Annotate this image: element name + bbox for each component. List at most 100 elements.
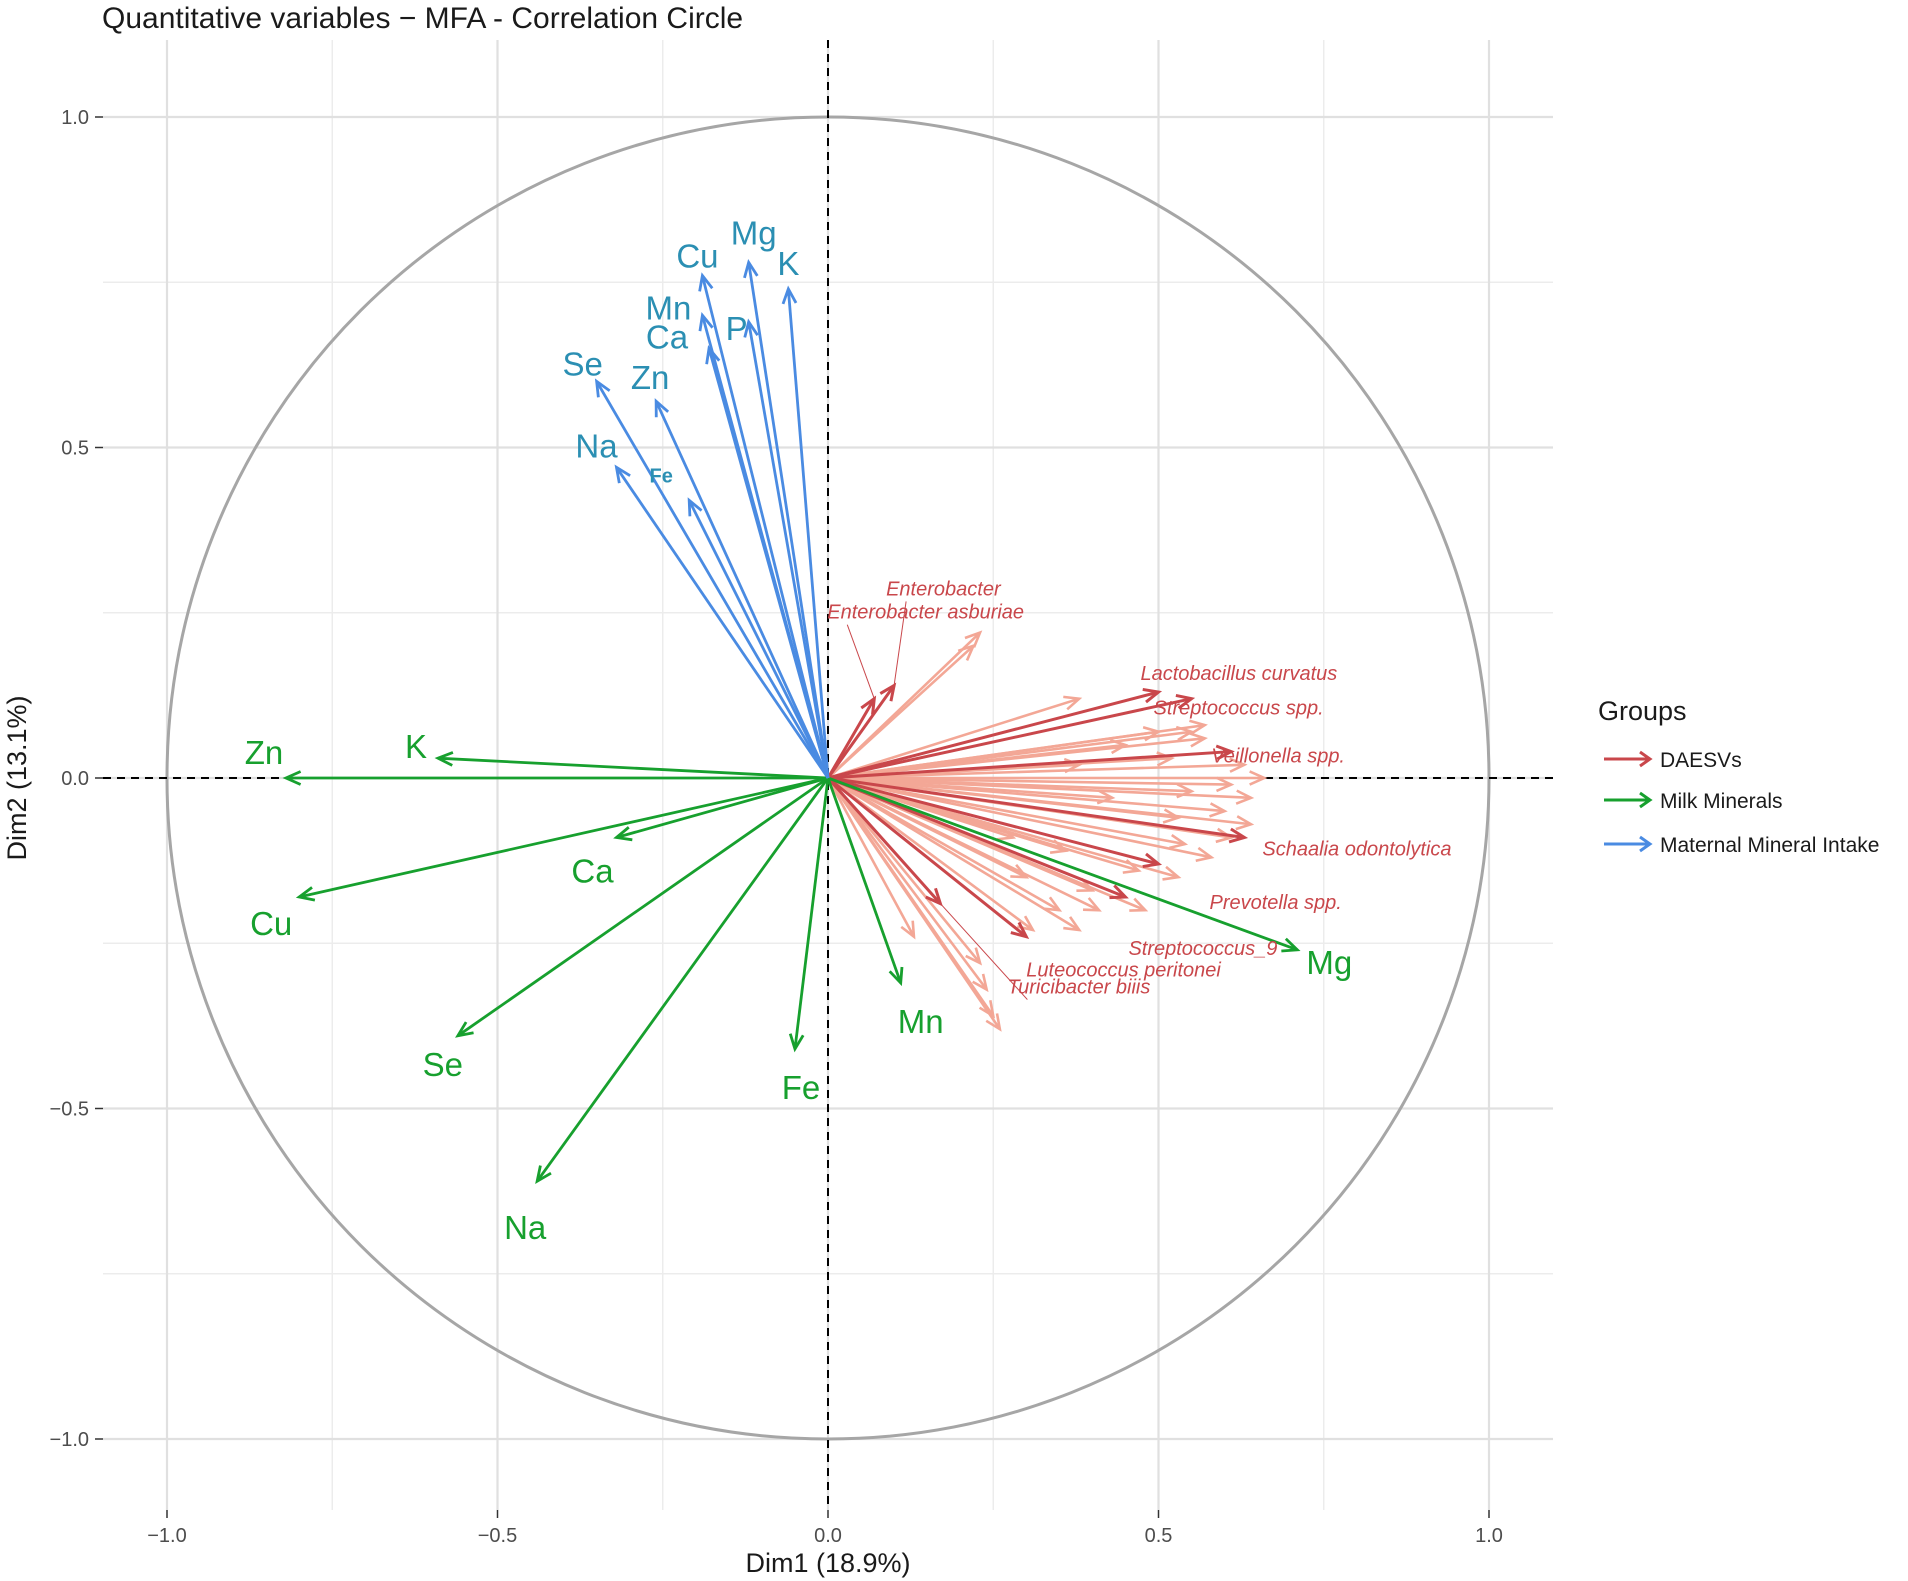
maternal-mineral-intake-arrow-p-shaft [747,321,830,779]
maternal-mineral-intake-label-p: P [726,310,748,347]
daesv-arrow-1 [827,630,983,779]
daesv-arrow-10-shaft [827,763,1245,780]
daesv-arrow-34 [826,777,983,966]
daesv-arrow-enterobacter-shaft [826,684,896,779]
daesv-arrow-8-head [1156,751,1175,767]
maternal-mineral-intake-arrow-na-shaft [615,466,830,779]
milk-minerals-arrow-fe [788,777,830,1053]
milk-minerals-label-ca: Ca [571,852,614,889]
y-tick-label-4: −1.0 [50,1429,89,1451]
maternal-mineral-intake-arrow-na [614,464,830,779]
daesv-arrow-23-shaft [827,776,1212,859]
daesv-arrow-schaalia-odontolytica-head [1228,827,1249,844]
milk-minerals-arrow-zn-head [282,770,302,786]
daesv-arrow-29-shaft [827,776,1100,912]
milk-minerals-arrow-cu-head [295,886,316,902]
daesv-arrow-7-shaft [827,743,1126,780]
maternal-mineral-intake-label-k: K [777,245,799,282]
daesv-arrow-33-head [900,920,916,940]
daesv-arrow-35-head [972,973,989,993]
daesvs-label-luteococcus-peritonei: Luteococcus peritonei [1026,960,1221,982]
milk-minerals-arrow-mg [827,776,1301,953]
daesv-arrow-streptococcus-spp-shaft [827,697,1192,780]
daesv-arrow-2-head [1063,695,1083,711]
daesv-arrow-4-head [1175,725,1195,742]
daesv-arrow-prevotella-spp-shaft [827,776,1159,866]
daesv-arrow-37-shaft [826,777,995,1017]
legend-entry-milk-minerals: Milk Minerals [1604,790,1783,813]
daesv-arrow-5-head [1189,732,1208,748]
daesv-arrow-12-shaft [827,776,1232,786]
milk-minerals-arrow-cu-shaft [298,776,829,899]
maternal-mineral-intake-arrow-mg-shaft [747,262,830,779]
daesv-arrow-25-head [1162,865,1182,881]
milk-minerals-arrow-mn-shaft [826,777,903,984]
leader-turicibacter-biiis [939,903,1028,1000]
maternal-mineral-intake-label-mn: Mn [645,289,691,326]
daesvs-label-lactobacillus-curvatus: Lactobacillus curvatus [1141,663,1338,685]
maternal-mineral-intake-arrow-k-head [781,285,798,305]
x-axis-ticks: −1.0 −0.5 0.0 0.5 1.0 [147,1510,1503,1547]
daesv-arrow-6-head [1142,726,1162,742]
daesv-arrow-luteococcus-peritonei-head [1010,921,1030,939]
daesv-arrow-2-shaft [827,697,1080,780]
y-axis-title: Dim2 (13.1%) [2,695,32,860]
daesv-arrow-16 [827,776,1228,818]
maternal-mineral-intake-arrow-fe-shaft [687,499,830,779]
milk-minerals-arrow-k-shaft [437,756,829,780]
daesvs-label-prevotella-spp: Prevotella spp. [1210,892,1342,914]
maternal-mineral-intake-arrow-k-shaft [786,288,830,779]
daesv-arrow-18-head [1235,815,1255,831]
maternal-mineral-intake-label-ca: Ca [646,318,689,355]
daesv-arrow-schaalia-odontolytica-shaft [827,776,1245,839]
daesv-arrow-34-head [965,947,983,966]
milk-minerals-arrow-zn [282,770,828,786]
x-tick-label-1: −0.5 [478,1525,517,1547]
daesv-arrow-veillonella-spp [827,744,1235,780]
daesv-arrow-1-shaft [827,631,981,779]
milk-minerals-arrow-ca-head [613,826,633,842]
x-tick-label-3: 0.5 [1145,1525,1173,1547]
legend-entry-daesvs: DAESVs [1604,749,1742,772]
milk-minerals-arrow-na-shaft [536,777,830,1183]
milk-minerals-label-se: Se [423,1046,463,1083]
daesv-arrow-16-head [1209,802,1228,818]
milk-minerals-arrow-mg-shaft [827,776,1298,952]
daesv-arrow-6 [827,726,1162,780]
daesv-arrow-31-shaft [827,776,1034,932]
daesv-arrow-streptococcus-spp-head [1175,693,1196,710]
daesv-arrow-18-shaft [827,776,1252,826]
daesv-arrow-prevotella-spp-head [1142,852,1163,869]
daesvs-label-turicibacter-biiis: Turicibacter biiis [1007,977,1150,999]
milk-minerals-label-na: Na [504,1209,547,1246]
maternal-mineral-intake-arrow-zn [654,398,830,779]
maternal-mineral-intake-arrow-fe-head [687,497,703,517]
maternal-mineral-intake-arrow-cu-head [698,272,714,292]
daesv-arrow-30-head [1129,897,1149,912]
daesv-arrow-streptococcus-spp [827,693,1196,780]
milk-minerals-arrow-fe-shaft [793,777,830,1050]
milk-minerals-arrow-na-head [535,1165,552,1184]
milk-minerals-arrow-cu [295,776,829,902]
daesv-arrow-33-shaft [826,777,916,938]
milk-minerals-arrow-ca [613,776,829,842]
milk-minerals-arrow-se-head [455,1021,474,1038]
maternal-mineral-intake-arrow-zn-shaft [654,400,830,779]
milk-minerals-arrow-fe-head [788,1033,805,1053]
daesv-arrow-23 [827,776,1215,863]
legend: Groups DAESVs Milk Minerals Maternal Min… [1598,696,1879,857]
daesvs-label-streptococcus-9: Streptococcus_9 [1128,938,1277,960]
legend-title: Groups [1598,696,1687,726]
daesv-arrow-veillonella-spp-head [1215,744,1235,761]
maternal-mineral-intake-label-se: Se [562,345,602,382]
maternal-mineral-intake-arrow-p [743,318,830,779]
legend-key-maternal-mineral-intake-head [1639,835,1653,853]
milk-minerals-label-zn: Zn [245,734,284,771]
y-tick-label-2: 0.0 [61,768,89,790]
daesv-arrow-turicibacter-biiis-shaft [826,776,942,905]
x-tick-label-2: 0.0 [814,1525,842,1547]
daesv-arrow-32-shaft [827,776,1080,932]
daesv-arrow-27-head [1076,877,1096,892]
daesv-arrow-11-head [1249,770,1268,786]
